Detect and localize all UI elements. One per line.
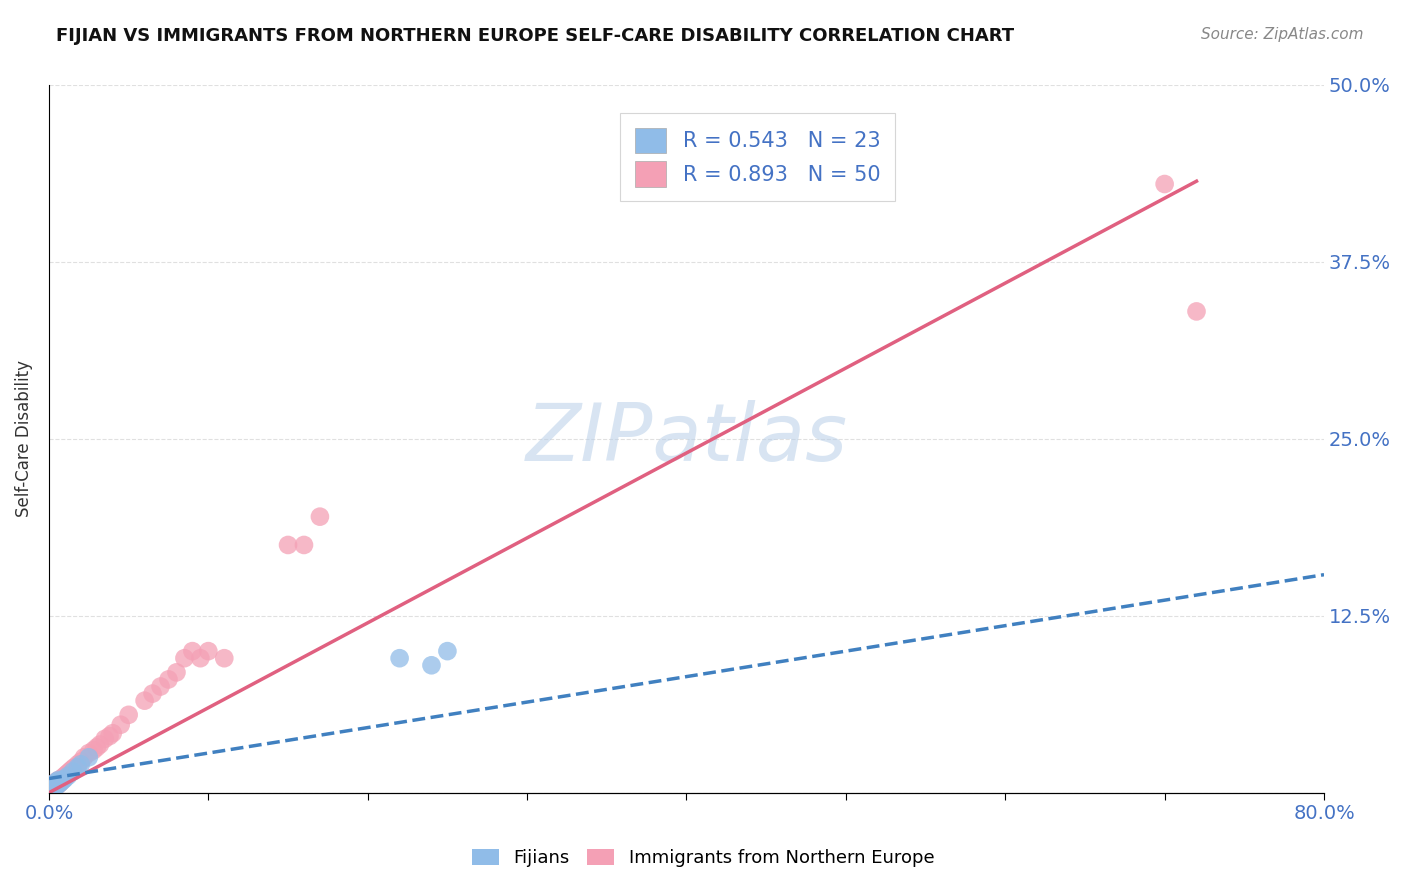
Point: [83, 743, 105, 757]
Point: [62, 764, 84, 779]
Point: [51, 772, 73, 787]
Y-axis label: Self-Care Disability: Self-Care Disability: [15, 360, 32, 517]
Point: [66, 760, 89, 774]
Point: [277, 538, 299, 552]
Point: [53, 769, 76, 783]
Point: [98, 729, 121, 743]
Point: [44, 780, 66, 794]
Point: [66, 757, 89, 772]
Point: [44, 776, 66, 790]
Point: [73, 750, 96, 764]
Point: [41, 781, 63, 796]
Point: [45, 779, 67, 793]
Point: [166, 665, 188, 680]
Point: [181, 644, 204, 658]
Point: [48, 777, 70, 791]
Point: [157, 673, 180, 687]
Point: [42, 777, 65, 791]
Point: [48, 772, 70, 787]
Point: [42, 779, 65, 793]
Point: [49, 776, 72, 790]
Point: [94, 731, 117, 746]
Point: [41, 780, 63, 794]
Point: [41, 781, 63, 796]
Point: [77, 746, 100, 760]
Point: [63, 760, 86, 774]
Point: [101, 726, 124, 740]
Point: [309, 509, 332, 524]
Point: [60, 763, 83, 777]
Point: [48, 772, 70, 787]
Point: [44, 780, 66, 794]
Point: [142, 687, 165, 701]
Point: [52, 772, 75, 787]
Point: [1153, 177, 1175, 191]
Point: [214, 651, 236, 665]
Point: [41, 780, 63, 794]
Point: [62, 762, 84, 776]
Point: [86, 740, 108, 755]
Point: [45, 774, 67, 789]
Point: [45, 774, 67, 789]
Point: [53, 772, 76, 786]
Point: [388, 651, 411, 665]
Point: [56, 765, 79, 780]
Point: [49, 774, 72, 789]
Text: FIJIAN VS IMMIGRANTS FROM NORTHERN EUROPE SELF-CARE DISABILITY CORRELATION CHART: FIJIAN VS IMMIGRANTS FROM NORTHERN EUROP…: [56, 27, 1014, 45]
Point: [77, 750, 100, 764]
Point: [190, 651, 212, 665]
Point: [70, 755, 93, 769]
Point: [44, 776, 66, 790]
Point: [51, 772, 73, 786]
Point: [42, 779, 65, 793]
Point: [49, 776, 72, 790]
Point: [134, 694, 156, 708]
Text: Source: ZipAtlas.com: Source: ZipAtlas.com: [1201, 27, 1364, 42]
Point: [51, 774, 73, 789]
Point: [42, 777, 65, 791]
Point: [292, 538, 315, 552]
Point: [70, 757, 93, 772]
Point: [45, 779, 67, 793]
Point: [56, 769, 79, 783]
Point: [197, 644, 219, 658]
Legend: Fijians, Immigrants from Northern Europe: Fijians, Immigrants from Northern Europe: [464, 841, 942, 874]
Point: [420, 658, 443, 673]
Point: [52, 770, 75, 784]
Point: [436, 644, 458, 658]
Point: [173, 651, 195, 665]
Point: [89, 738, 111, 752]
Point: [1185, 304, 1208, 318]
Text: ZIPatlas: ZIPatlas: [526, 400, 848, 478]
Point: [110, 717, 132, 731]
Point: [118, 707, 141, 722]
Point: [149, 680, 172, 694]
Legend: R = 0.543   N = 23, R = 0.893   N = 50: R = 0.543 N = 23, R = 0.893 N = 50: [620, 113, 896, 202]
Point: [55, 767, 77, 781]
Point: [59, 764, 82, 779]
Point: [48, 777, 70, 791]
Point: [39, 782, 62, 797]
Point: [39, 782, 62, 797]
